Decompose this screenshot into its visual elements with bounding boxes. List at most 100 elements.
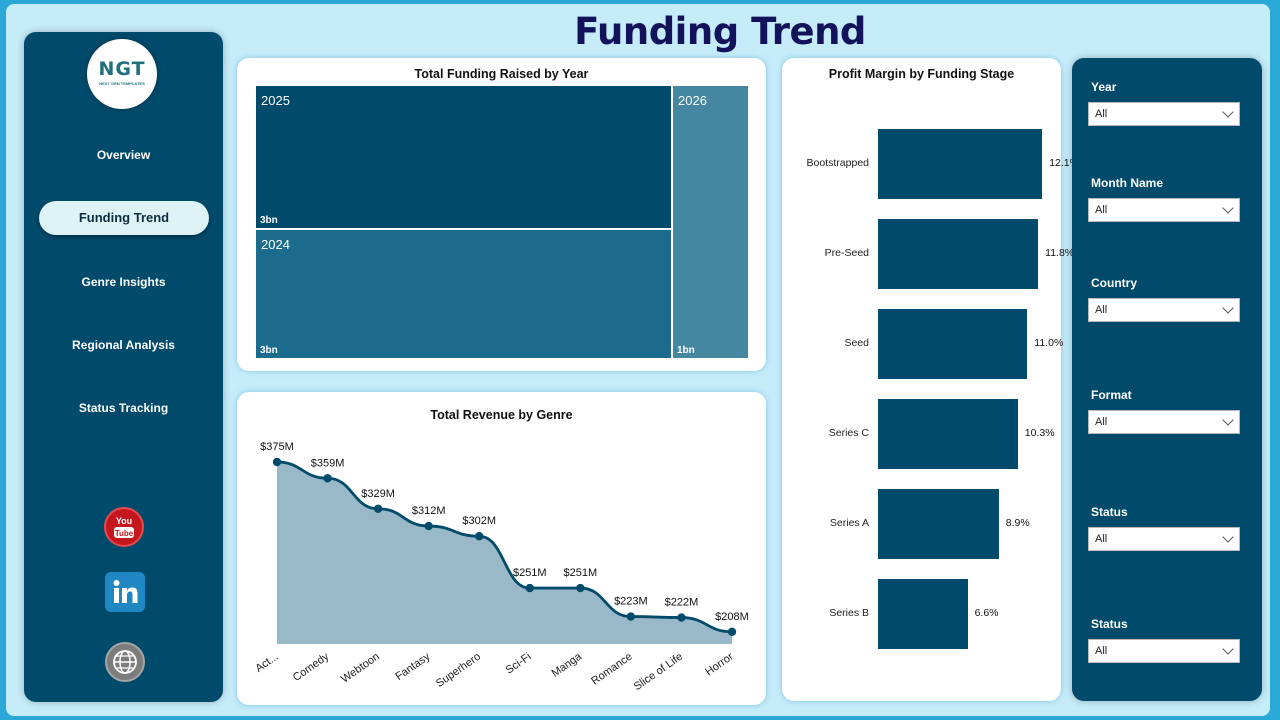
profit-value-label: 11.0%	[1034, 337, 1064, 349]
filter-dropdown-country[interactable]: All	[1088, 298, 1240, 322]
profit-category-label: Series C	[828, 427, 869, 439]
revenue-point[interactable]	[727, 627, 737, 636]
logo-text: NGT	[98, 58, 146, 80]
filter-value: All	[1095, 645, 1108, 657]
chevron-down-icon	[1222, 202, 1234, 214]
revenue-category-label: Superhero	[434, 651, 483, 690]
filter-value: All	[1095, 108, 1108, 120]
revenue-area-fill	[277, 462, 732, 644]
revenue-by-genre-title: Total Revenue by Genre	[430, 408, 573, 422]
revenue-category-label: Sci-Fi	[504, 651, 534, 677]
revenue-category-label: Act...	[253, 651, 280, 675]
revenue-area-chart: $375M Act... $359M Comedy $329M Webtoon $312M F…	[253, 441, 749, 693]
logo[interactable]: NGT NEXT GEN TEMPLATES	[87, 39, 157, 109]
treemap-tile-2026[interactable]: 2026 1bn	[673, 86, 748, 358]
funding-by-year-card: Total Funding Raised by Year 2025 3bn 20…	[237, 58, 766, 371]
filter-value: All	[1095, 304, 1108, 316]
filter-label-country: Country	[1091, 276, 1137, 290]
svg-text:Tube: Tube	[115, 529, 134, 538]
chevron-down-icon	[1222, 414, 1234, 426]
revenue-data-label: $359M	[311, 457, 345, 469]
revenue-point[interactable]	[272, 457, 282, 467]
filter-label-status: Status	[1091, 505, 1128, 519]
profit-bar[interactable]	[878, 399, 1018, 469]
treemap-tile-2025[interactable]: 2025 3bn	[256, 86, 671, 228]
nav-item-status-tracking[interactable]: Status Tracking	[78, 401, 169, 415]
chevron-down-icon	[1222, 643, 1234, 655]
filter-dropdown-status-2[interactable]: All	[1088, 639, 1240, 663]
filter-label-month-name: Month Name	[1091, 176, 1163, 190]
treemap-value-label: 3bn	[260, 215, 278, 226]
revenue-point[interactable]	[424, 521, 433, 531]
svg-text:You: You	[116, 516, 132, 526]
profit-margin-card: Profit Margin by Funding Stage Bootstrap…	[782, 58, 1079, 701]
nav-item-overview[interactable]: Overview	[96, 148, 151, 162]
profit-bar[interactable]	[878, 309, 1028, 379]
nav-item-funding-trend[interactable]: Funding Trend	[39, 201, 209, 235]
revenue-data-label: $302M	[462, 515, 496, 527]
profit-category-label: Series A	[829, 517, 869, 529]
treemap-tile-2024[interactable]: 2024 3bn	[256, 230, 671, 358]
profit-value-label: 8.9%	[1005, 517, 1030, 529]
profit-category-label: Seed	[844, 337, 869, 349]
chevron-down-icon	[1222, 302, 1234, 314]
revenue-point[interactable]	[525, 583, 534, 593]
revenue-category-label: Comedy	[291, 650, 332, 684]
filter-value: All	[1095, 416, 1108, 428]
filter-dropdown-year[interactable]: All	[1088, 102, 1240, 126]
revenue-data-label: $375M	[260, 441, 294, 453]
revenue-data-label: $329M	[361, 488, 395, 500]
treemap-year-label: 2024	[261, 237, 290, 252]
revenue-line	[276, 460, 733, 634]
chevron-down-icon	[1222, 106, 1234, 118]
filter-value: All	[1095, 533, 1108, 545]
revenue-data-label: $251M	[564, 567, 598, 579]
revenue-point[interactable]	[677, 613, 686, 622]
revenue-point[interactable]	[475, 532, 484, 541]
profit-value-label: 10.3%	[1024, 427, 1055, 439]
filter-dropdown-status[interactable]: All	[1088, 527, 1240, 551]
profit-bar[interactable]	[878, 489, 999, 559]
revenue-category-label: Horror	[703, 650, 736, 678]
revenue-point[interactable]	[626, 612, 636, 621]
profit-value-label: 6.6%	[974, 607, 999, 619]
revenue-data-label: $223M	[614, 596, 648, 608]
revenue-by-genre-card: Total Revenue by Genre $375M Act... $359M C…	[237, 392, 766, 705]
revenue-data-label: $208M	[715, 611, 749, 623]
treemap-year-label: 2025	[261, 93, 290, 108]
profit-category-label: Series B	[829, 607, 869, 619]
revenue-data-label: $251M	[513, 567, 547, 579]
filter-label-format: Format	[1091, 388, 1132, 402]
funding-by-year-title: Total Funding Raised by Year	[414, 67, 589, 81]
profit-category-label: Pre-Seed	[824, 247, 869, 259]
filter-label-year: Year	[1091, 80, 1117, 94]
youtube-icon[interactable]: You Tube	[104, 507, 144, 547]
nav-item-genre-insights[interactable]: Genre Insights	[81, 275, 166, 289]
revenue-point[interactable]	[323, 474, 332, 483]
profit-value-label: 11.8%	[1045, 247, 1075, 259]
profit-bar[interactable]	[878, 579, 968, 649]
filter-label-status-2: Status	[1091, 617, 1128, 631]
filter-dropdown-month-name[interactable]: All	[1088, 198, 1240, 222]
chevron-down-icon	[1222, 531, 1234, 543]
treemap-value-label: 3bn	[260, 345, 278, 356]
revenue-point[interactable]	[373, 504, 383, 513]
revenue-data-label: $312M	[412, 505, 446, 517]
linkedin-icon[interactable]	[105, 572, 145, 612]
profit-value-label: 12.1%	[1049, 157, 1079, 169]
logo-subtext: NEXT GEN TEMPLATES	[99, 81, 145, 86]
filter-dropdown-format[interactable]: All	[1088, 410, 1240, 434]
revenue-data-label: $222M	[665, 597, 699, 609]
profit-margin-title: Profit Margin by Funding Stage	[828, 67, 1015, 81]
profit-bar[interactable]	[878, 129, 1043, 199]
revenue-category-label: Fantasy	[393, 650, 432, 683]
revenue-category-label: Romance	[589, 651, 634, 688]
profit-bar[interactable]	[878, 219, 1039, 289]
treemap-value-label: 1bn	[677, 345, 695, 356]
globe-icon[interactable]	[105, 642, 145, 682]
revenue-category-label: Slice of Life	[632, 651, 685, 693]
page-title: Funding Trend	[574, 10, 866, 53]
revenue-category-label: Webtoon	[339, 651, 382, 686]
revenue-point[interactable]	[576, 583, 585, 593]
nav-item-regional-analysis[interactable]: Regional Analysis	[72, 338, 175, 352]
